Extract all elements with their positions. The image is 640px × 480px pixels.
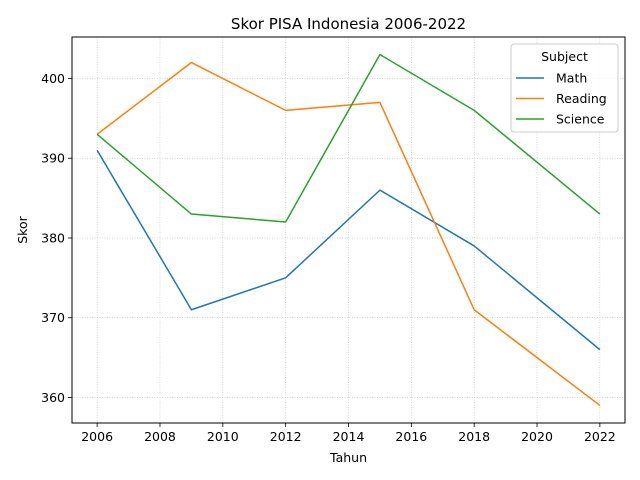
series-line-science xyxy=(96,53,601,223)
series-line-math xyxy=(96,149,601,351)
legend-title: Subject xyxy=(541,49,588,64)
x-axis-label: Tahun xyxy=(329,450,367,465)
legend-label-reading: Reading xyxy=(556,91,607,106)
legend: Subject Math Reading Science xyxy=(510,43,619,133)
y-axis-label: Skor xyxy=(15,215,30,243)
x-tick-label: 2020 xyxy=(521,429,553,444)
legend-label-science: Science xyxy=(556,112,605,127)
x-tick-label: 2022 xyxy=(584,429,616,444)
y-tick-label: 390 xyxy=(41,151,65,166)
x-tick-label: 2018 xyxy=(458,429,490,444)
legend-label-math: Math xyxy=(556,71,587,86)
y-tick-label: 380 xyxy=(41,230,65,245)
x-tick-label: 2008 xyxy=(144,429,176,444)
x-tick-label: 2006 xyxy=(81,429,113,444)
series-lines xyxy=(96,53,601,407)
y-axis-ticks: 360 370 380 390 400 xyxy=(41,71,72,405)
x-axis-ticks: 2006 2008 2010 2012 2014 2016 2018 2020 2022 xyxy=(81,423,616,444)
y-tick-label: 370 xyxy=(41,310,65,325)
x-tick-label: 2014 xyxy=(333,429,365,444)
legend-items: Math Reading Science xyxy=(516,71,607,127)
x-tick-label: 2016 xyxy=(395,429,427,444)
x-tick-label: 2010 xyxy=(207,429,239,444)
chart-title: Skor PISA Indonesia 2006-2022 xyxy=(231,15,466,33)
series-line-reading xyxy=(96,61,601,407)
x-tick-label: 2012 xyxy=(270,429,302,444)
y-tick-label: 400 xyxy=(41,71,65,86)
grid xyxy=(72,37,625,423)
legend-box xyxy=(510,43,619,133)
y-tick-label: 360 xyxy=(41,390,65,405)
